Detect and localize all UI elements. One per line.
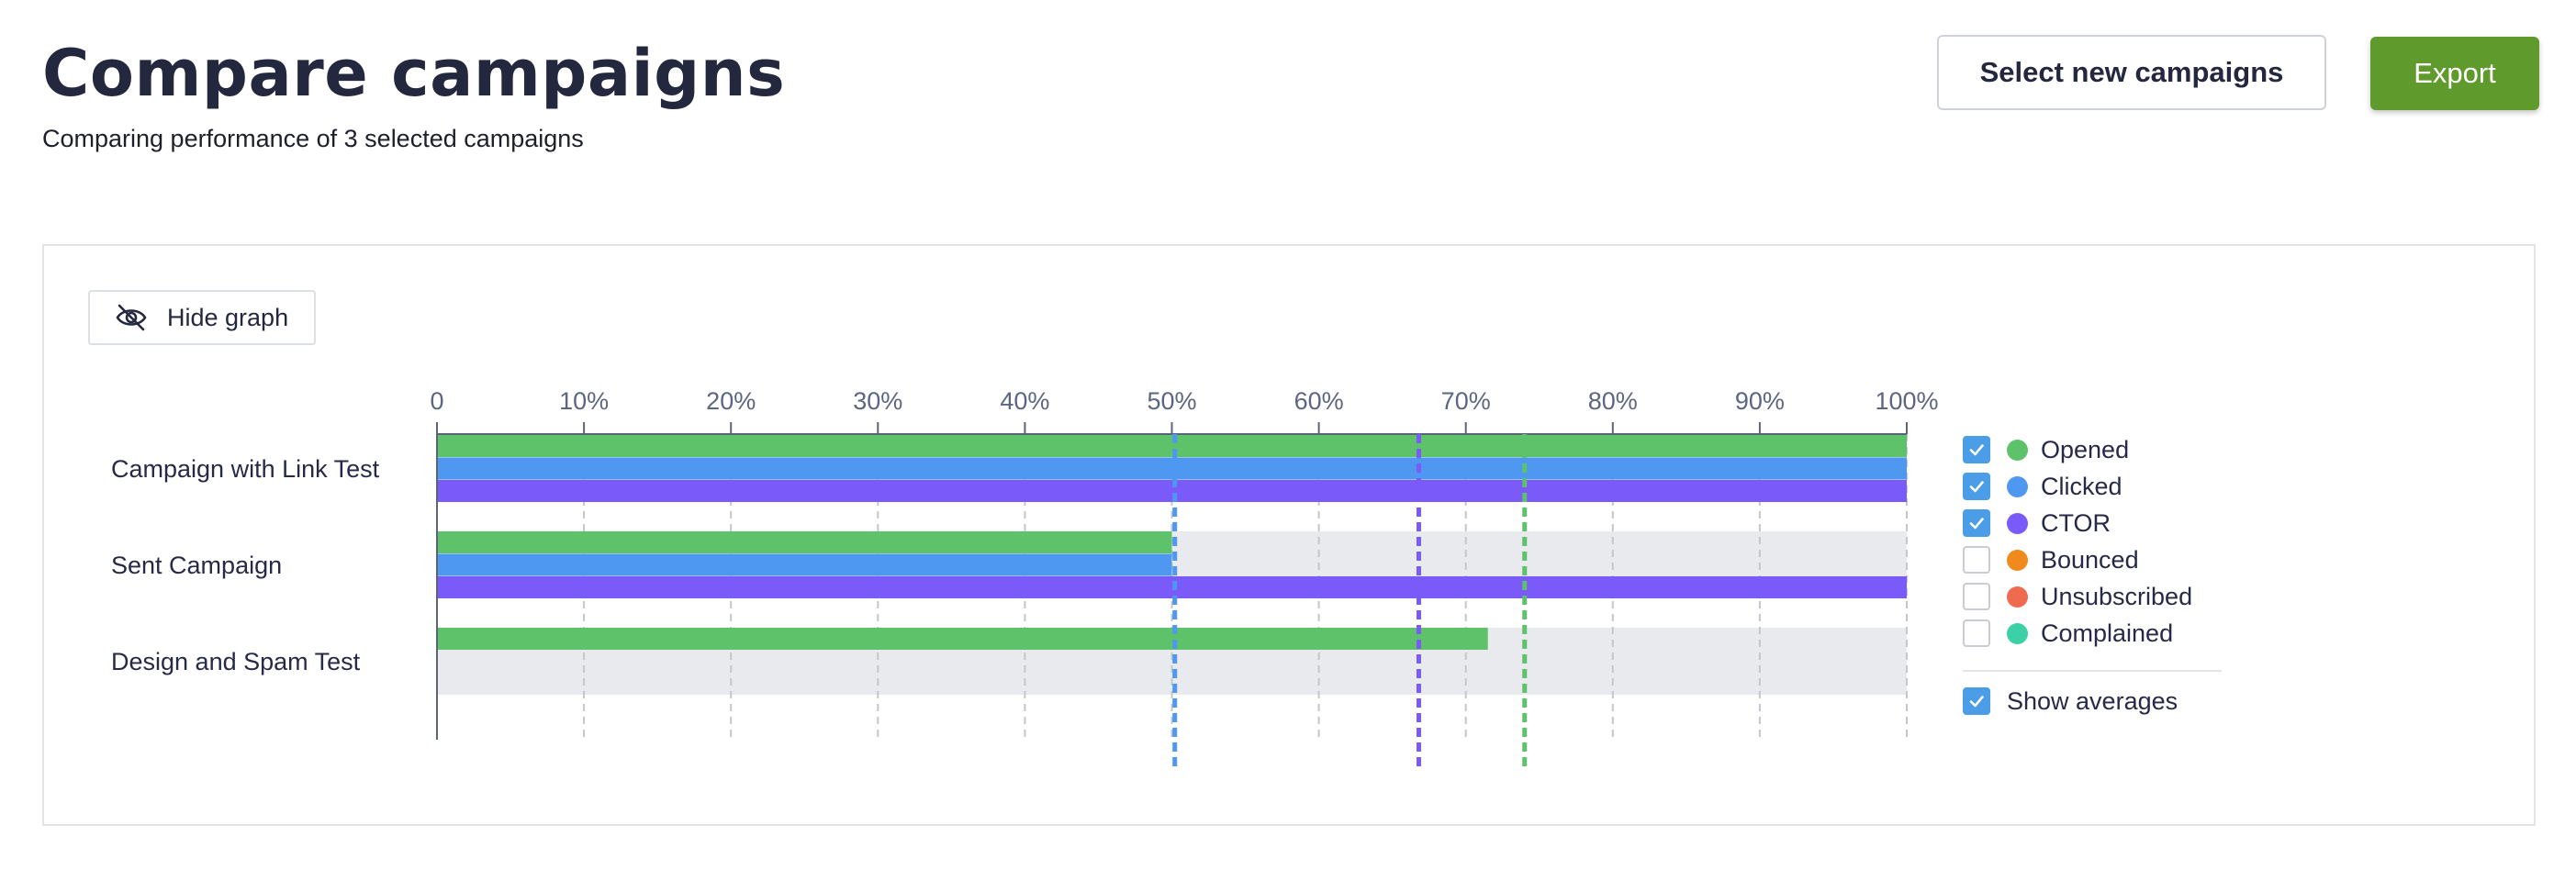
bar xyxy=(437,435,1907,457)
clicked-color-dot xyxy=(2007,475,2028,497)
x-tick-label: 10% xyxy=(559,387,609,415)
legend-item-unsubscribed[interactable]: Unsubscribed xyxy=(1963,582,2192,611)
x-tick-label: 0 xyxy=(430,387,443,415)
legend-label-bounced: Bounced xyxy=(2041,545,2139,574)
select-new-campaigns-button[interactable]: Select new campaigns xyxy=(1937,35,2326,110)
x-tick-label: 40% xyxy=(1000,387,1049,415)
bar xyxy=(437,553,1172,576)
bar xyxy=(437,531,1172,553)
legend-label-ctor: CTOR xyxy=(2041,508,2111,537)
opened-color-dot xyxy=(2007,439,2028,461)
show-averages-label: Show averages xyxy=(2007,686,2178,715)
category-label: Sent Campaign xyxy=(111,552,282,579)
complained-color-dot xyxy=(2007,622,2028,644)
x-tick-label: 80% xyxy=(1588,387,1638,415)
opened-checkbox[interactable] xyxy=(1963,436,1990,463)
hide-graph-label: Hide graph xyxy=(167,303,289,331)
legend-item-clicked[interactable]: Clicked xyxy=(1963,472,2122,501)
legend-item-ctor[interactable]: CTOR xyxy=(1963,508,2111,538)
bar xyxy=(437,576,1907,598)
eye-off-icon xyxy=(116,304,147,331)
legend-label-opened: Opened xyxy=(2041,435,2130,463)
x-tick-label: 50% xyxy=(1147,387,1196,415)
x-tick-label: 30% xyxy=(853,387,902,415)
legend-item-opened[interactable]: Opened xyxy=(1963,435,2129,464)
x-tick-label: 60% xyxy=(1294,387,1344,415)
x-tick-label: 20% xyxy=(706,387,756,415)
bar xyxy=(437,480,1907,502)
bar xyxy=(437,628,1488,650)
show-averages-checkbox[interactable] xyxy=(1963,687,1990,715)
legend-label-unsubscribed: Unsubscribed xyxy=(2041,582,2193,610)
bounced-checkbox[interactable] xyxy=(1963,546,1990,574)
category-label: Campaign with Link Test xyxy=(111,455,380,483)
hide-graph-button[interactable]: Hide graph xyxy=(88,290,316,345)
legend-item-complained[interactable]: Complained xyxy=(1963,619,2173,648)
ctor-checkbox[interactable] xyxy=(1963,509,1990,537)
x-tick-label: 90% xyxy=(1735,387,1785,415)
bounced-color-dot xyxy=(2007,549,2028,571)
unsubscribed-checkbox[interactable] xyxy=(1963,583,1990,610)
bar xyxy=(437,457,1907,480)
category-label: Design and Spam Test xyxy=(111,648,361,675)
clicked-checkbox[interactable] xyxy=(1963,473,1990,500)
export-button[interactable]: Export xyxy=(2370,37,2539,110)
legend-item-bounced[interactable]: Bounced xyxy=(1963,545,2139,574)
x-tick-label: 70% xyxy=(1441,387,1491,415)
legend-label-clicked: Clicked xyxy=(2041,472,2122,500)
show-averages-toggle[interactable]: Show averages xyxy=(1963,686,2178,716)
x-tick-label: 100% xyxy=(1875,387,1938,415)
page-title: Compare campaigns xyxy=(42,36,786,111)
complained-checkbox[interactable] xyxy=(1963,619,1990,647)
page-subtitle: Comparing performance of 3 selected camp… xyxy=(42,125,584,152)
legend-label-complained: Complained xyxy=(2041,619,2174,647)
legend-divider xyxy=(1963,670,2222,672)
ctor-color-dot xyxy=(2007,512,2028,534)
unsubscribed-color-dot xyxy=(2007,586,2028,608)
